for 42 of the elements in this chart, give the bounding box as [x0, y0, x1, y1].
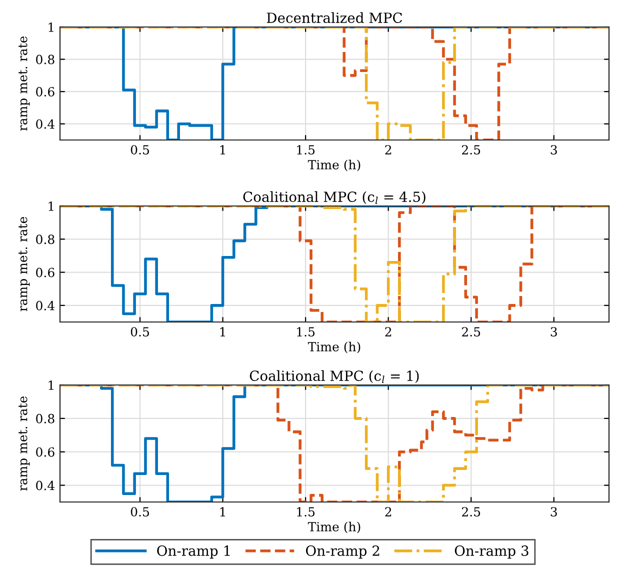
x-tick-label: 1.5	[297, 327, 315, 337]
x-tick-label: 3	[550, 327, 557, 337]
y-tick-label: 1	[48, 22, 54, 32]
x-tick-label: 2	[385, 507, 392, 516]
x-tick-label: 0.5	[130, 145, 149, 155]
y-tick-label: 0.6	[36, 87, 54, 96]
y-tick-label: 1	[48, 201, 54, 211]
x-tick-label: 3	[550, 145, 557, 155]
chart-title: Decentralized MPC	[266, 12, 402, 24]
x-tick-label: 2.5	[462, 507, 480, 517]
x-tick-label: 1.5	[297, 145, 315, 155]
y-tick-label: 0.6	[36, 447, 54, 457]
y-tick-label: 1	[48, 380, 54, 390]
x-tick-label: 0.5	[130, 327, 149, 337]
y-tick-label: 0.8	[36, 234, 54, 244]
x-tick-label: 1	[220, 145, 225, 154]
y-tick-label: 0.8	[36, 54, 54, 64]
y-tick-label: 0.6	[36, 268, 54, 278]
y-tick-label: 0.4	[36, 480, 55, 490]
y-axis-title: ramp met. rate	[18, 396, 30, 491]
y-axis-title: ramp met. rate	[18, 216, 30, 312]
x-tick-label: 1	[220, 327, 225, 336]
x-axis-title: Time (h)	[308, 342, 360, 354]
y-tick-label: 0.8	[36, 414, 54, 424]
x-tick-label: 2.5	[462, 327, 480, 337]
x-axis-title: Time (h)	[308, 160, 360, 172]
legend-label: On-ramp 2	[306, 545, 380, 559]
x-axis-title: Time (h)	[308, 522, 360, 534]
x-tick-label: 2	[385, 145, 392, 154]
x-tick-label: 0.5	[130, 507, 149, 517]
chart-title: Coalitional MPC (c$_{l}$ = 4.5)	[243, 191, 426, 204]
x-tick-label: 2	[385, 327, 392, 336]
x-tick-label: 1.5	[297, 507, 315, 517]
y-axis-title: ramp met. rate	[18, 36, 30, 131]
y-tick-label: 0.4	[36, 300, 55, 310]
y-tick-label: 0.4	[36, 119, 55, 129]
chart-title: Coalitional MPC (c$_{l}$ = 1)	[250, 370, 419, 383]
legend-label: On-ramp 1	[157, 545, 230, 559]
x-tick-label: 2.5	[462, 145, 480, 155]
x-tick-label: 1	[220, 507, 225, 516]
x-tick-label: 3	[550, 507, 557, 517]
legend-label: On-ramp 3	[454, 545, 528, 559]
